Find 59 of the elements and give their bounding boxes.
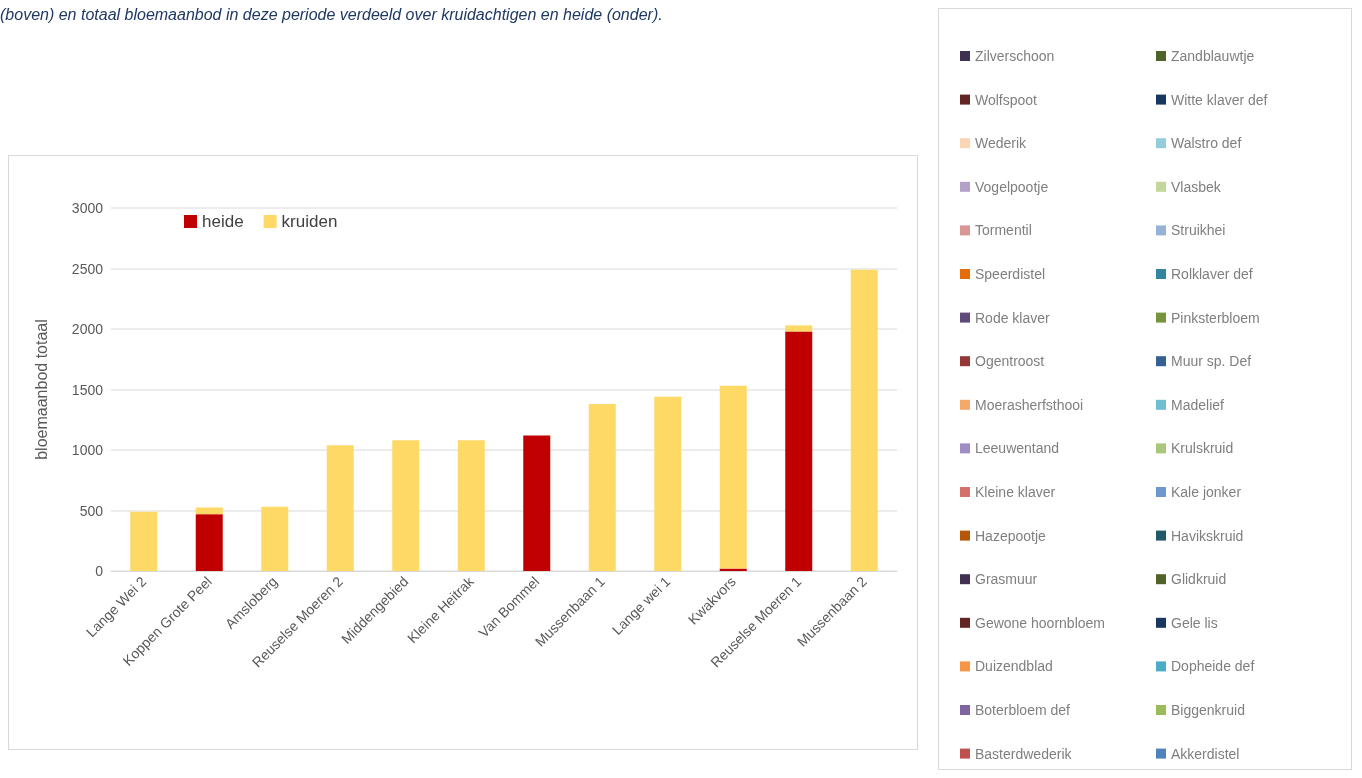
legend-label: Zilverschoon: [975, 48, 1055, 64]
legend-label: Hazepootje: [975, 527, 1047, 544]
legend-label: Pinksterbloem: [1171, 309, 1260, 326]
y-tick-label: 2500: [71, 260, 104, 277]
legend-label: Speerdistel: [975, 266, 1046, 282]
y-tick-label: 2000: [71, 321, 104, 337]
bar: [719, 385, 747, 569]
legend-label: Glidkruid: [1171, 571, 1227, 588]
legend-label: Moerasherfsthooi: [975, 396, 1084, 413]
legend-label: Krulskruid: [1171, 440, 1234, 457]
legend-label: Vogelpootje: [975, 178, 1049, 195]
bar: [457, 440, 485, 571]
bar: [195, 514, 223, 571]
legend-label: Biggenkruid: [1171, 702, 1245, 718]
bar: [195, 507, 223, 515]
legend-label: Gele lis: [1171, 614, 1218, 631]
legend-label: Wolfspoot: [975, 91, 1038, 108]
legend-label: Vlasbek: [1171, 178, 1222, 195]
bar: [523, 435, 551, 571]
legend-label: Tormentil: [975, 222, 1032, 239]
legend-label: Basterdwederik: [975, 745, 1073, 762]
legend-label: Muur sp. Def: [1171, 353, 1252, 370]
legend-label: Kale jonker: [1171, 484, 1242, 500]
legend-label: Havikskruid: [1171, 527, 1244, 544]
legend-label: Dopheide def: [1171, 658, 1255, 675]
y-tick-label: 1500: [71, 381, 104, 398]
y-axis-title: bloemaanbod totaal: [32, 319, 50, 460]
bar: [392, 440, 420, 571]
legend-label: Duizendblad: [975, 658, 1053, 675]
bar: [326, 445, 354, 571]
legend-label: Kleine klaver: [975, 484, 1056, 500]
legend-label: Boterbloem def: [975, 702, 1071, 718]
bar: [850, 269, 878, 571]
legend-label: Gewone hoornbloem: [975, 614, 1105, 631]
legend-label: Walstro def: [1171, 135, 1242, 152]
y-tick-label: 3000: [71, 200, 104, 216]
bar: [261, 506, 289, 571]
legend-label: Rolklaver def: [1171, 266, 1253, 282]
bar: [785, 325, 813, 332]
chart-title: (boven) en totaal bloemaanbod in deze periode verdeeld over kruidachtigen en heide (onder).: [0, 6, 663, 24]
legend-label: Rode klaver: [975, 309, 1051, 326]
legend-label: Struikhei: [1171, 222, 1226, 239]
legend-label: heide: [202, 212, 244, 231]
legend-label: Zandblauwtje: [1171, 48, 1255, 64]
legend-label: Witte klaver def: [1171, 91, 1268, 108]
legend-label: Madelief: [1171, 396, 1225, 413]
legend-label: Ogentroost: [975, 353, 1045, 370]
bar: [130, 511, 158, 571]
legend-label: Wederik: [975, 135, 1028, 152]
y-tick-label: 500: [79, 502, 104, 519]
y-tick-label: 0: [95, 563, 104, 579]
bar: [785, 331, 813, 571]
legend-label: kruiden: [281, 212, 338, 231]
bar: [654, 396, 682, 571]
legend-label: Grasmuur: [975, 571, 1038, 588]
y-tick-label: 1000: [71, 442, 104, 458]
bar: [588, 404, 616, 571]
legend-label: Akkerdistel: [1171, 745, 1240, 762]
legend-label: Leeuwentand: [975, 440, 1060, 457]
